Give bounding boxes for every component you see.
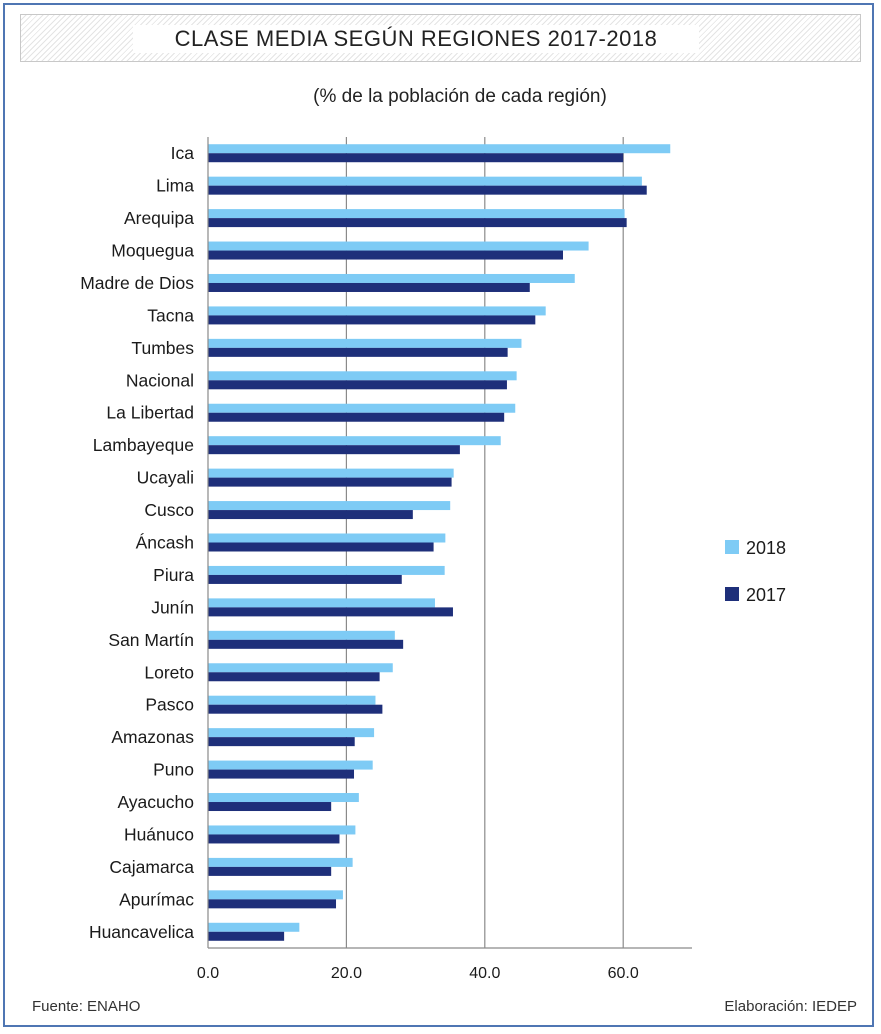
category-label: Moquegua <box>111 241 194 261</box>
category-label: Pasco <box>145 695 194 715</box>
bar-2017-15 <box>208 639 404 649</box>
chart-frame <box>3 3 874 1027</box>
legend-label-2018: 2018 <box>746 538 786 558</box>
category-label: Tacna <box>147 305 194 325</box>
bar-2017-16 <box>208 672 380 682</box>
bar-2017-23 <box>208 899 337 909</box>
credit-note: Elaboración: IEDEP <box>724 998 857 1015</box>
bar-2018-14 <box>208 598 435 608</box>
bar-2018-15 <box>208 630 395 640</box>
bar-2017-13 <box>208 574 402 584</box>
category-label: Puno <box>153 760 194 780</box>
category-label: Amazonas <box>111 727 194 747</box>
bar-2018-8 <box>208 403 516 413</box>
bar-2018-7 <box>208 371 517 381</box>
bar-2017-14 <box>208 607 453 617</box>
x-tick-label: 0.0 <box>197 965 219 982</box>
category-label: Piura <box>153 565 194 585</box>
bar-2018-21 <box>208 825 356 835</box>
bar-2017-18 <box>208 737 355 747</box>
bar-2017-9 <box>208 445 460 455</box>
x-tick-label: 60.0 <box>608 965 639 982</box>
category-label: Cusco <box>144 500 194 520</box>
bar-2017-5 <box>208 315 536 325</box>
bar-2017-11 <box>208 510 413 520</box>
bar-2017-21 <box>208 834 340 844</box>
bar-2018-0 <box>208 144 671 154</box>
bar-2018-1 <box>208 176 642 186</box>
bar-2017-19 <box>208 769 355 779</box>
bar-2018-20 <box>208 793 359 803</box>
category-label: Junín <box>151 597 194 617</box>
bar-2017-3 <box>208 250 563 260</box>
legend-label-2017: 2017 <box>746 585 786 605</box>
source-note: Fuente: ENAHO <box>32 998 141 1015</box>
bar-2018-4 <box>208 273 575 283</box>
category-label: Huancavelica <box>89 922 194 942</box>
bar-2018-10 <box>208 468 454 478</box>
bar-2017-0 <box>208 153 624 163</box>
bar-2017-6 <box>208 347 508 357</box>
category-label: Apurímac <box>119 889 194 909</box>
category-label: Ica <box>171 143 195 163</box>
legend-swatch-2017 <box>725 587 739 601</box>
category-label: Lambayeque <box>93 435 194 455</box>
bar-2017-12 <box>208 542 434 552</box>
bar-2018-24 <box>208 922 300 932</box>
category-label: Áncash <box>136 533 194 553</box>
bar-2018-16 <box>208 663 393 673</box>
legend-swatch-2018 <box>725 540 739 554</box>
bar-2017-7 <box>208 380 507 390</box>
category-label: Loreto <box>144 662 194 682</box>
bar-2018-23 <box>208 890 343 900</box>
bar-2017-24 <box>208 931 285 941</box>
category-label: Huánuco <box>124 824 194 844</box>
chart-title: CLASE MEDIA SEGÚN REGIONES 2017-2018 <box>133 25 699 53</box>
bar-2017-8 <box>208 412 505 422</box>
bar-2018-11 <box>208 501 451 511</box>
category-label: Arequipa <box>124 208 194 228</box>
category-label: Cajamarca <box>109 857 194 877</box>
category-label: Madre de Dios <box>80 273 194 293</box>
bar-2018-13 <box>208 565 445 575</box>
bar-2018-6 <box>208 338 522 348</box>
bar-2018-9 <box>208 436 501 446</box>
x-tick-label: 20.0 <box>331 965 362 982</box>
category-label: Lima <box>156 176 194 196</box>
bar-2017-2 <box>208 218 627 228</box>
title-banner: CLASE MEDIA SEGÚN REGIONES 2017-2018 <box>20 14 861 62</box>
category-label: Ucayali <box>137 468 194 488</box>
chart-subtitle: (% de la población de cada región) <box>313 86 607 107</box>
bar-2017-22 <box>208 866 332 876</box>
bar-2017-1 <box>208 185 647 195</box>
bar-2018-17 <box>208 695 376 705</box>
category-label: San Martín <box>108 630 194 650</box>
bar-2018-22 <box>208 857 353 867</box>
category-label: Tumbes <box>131 338 194 358</box>
bar-2018-5 <box>208 306 546 316</box>
category-label: Ayacucho <box>117 792 194 812</box>
bar-2018-3 <box>208 241 589 251</box>
bar-2017-10 <box>208 477 452 487</box>
x-tick-label: 40.0 <box>469 965 500 982</box>
category-label: Nacional <box>126 370 194 390</box>
bar-2018-2 <box>208 209 625 219</box>
bar-2018-18 <box>208 728 375 738</box>
bar-2017-4 <box>208 282 530 292</box>
bar-2017-17 <box>208 704 383 714</box>
bar-2017-20 <box>208 802 332 812</box>
bar-2018-12 <box>208 533 446 543</box>
category-label: La Libertad <box>106 403 194 423</box>
bar-2018-19 <box>208 760 373 770</box>
